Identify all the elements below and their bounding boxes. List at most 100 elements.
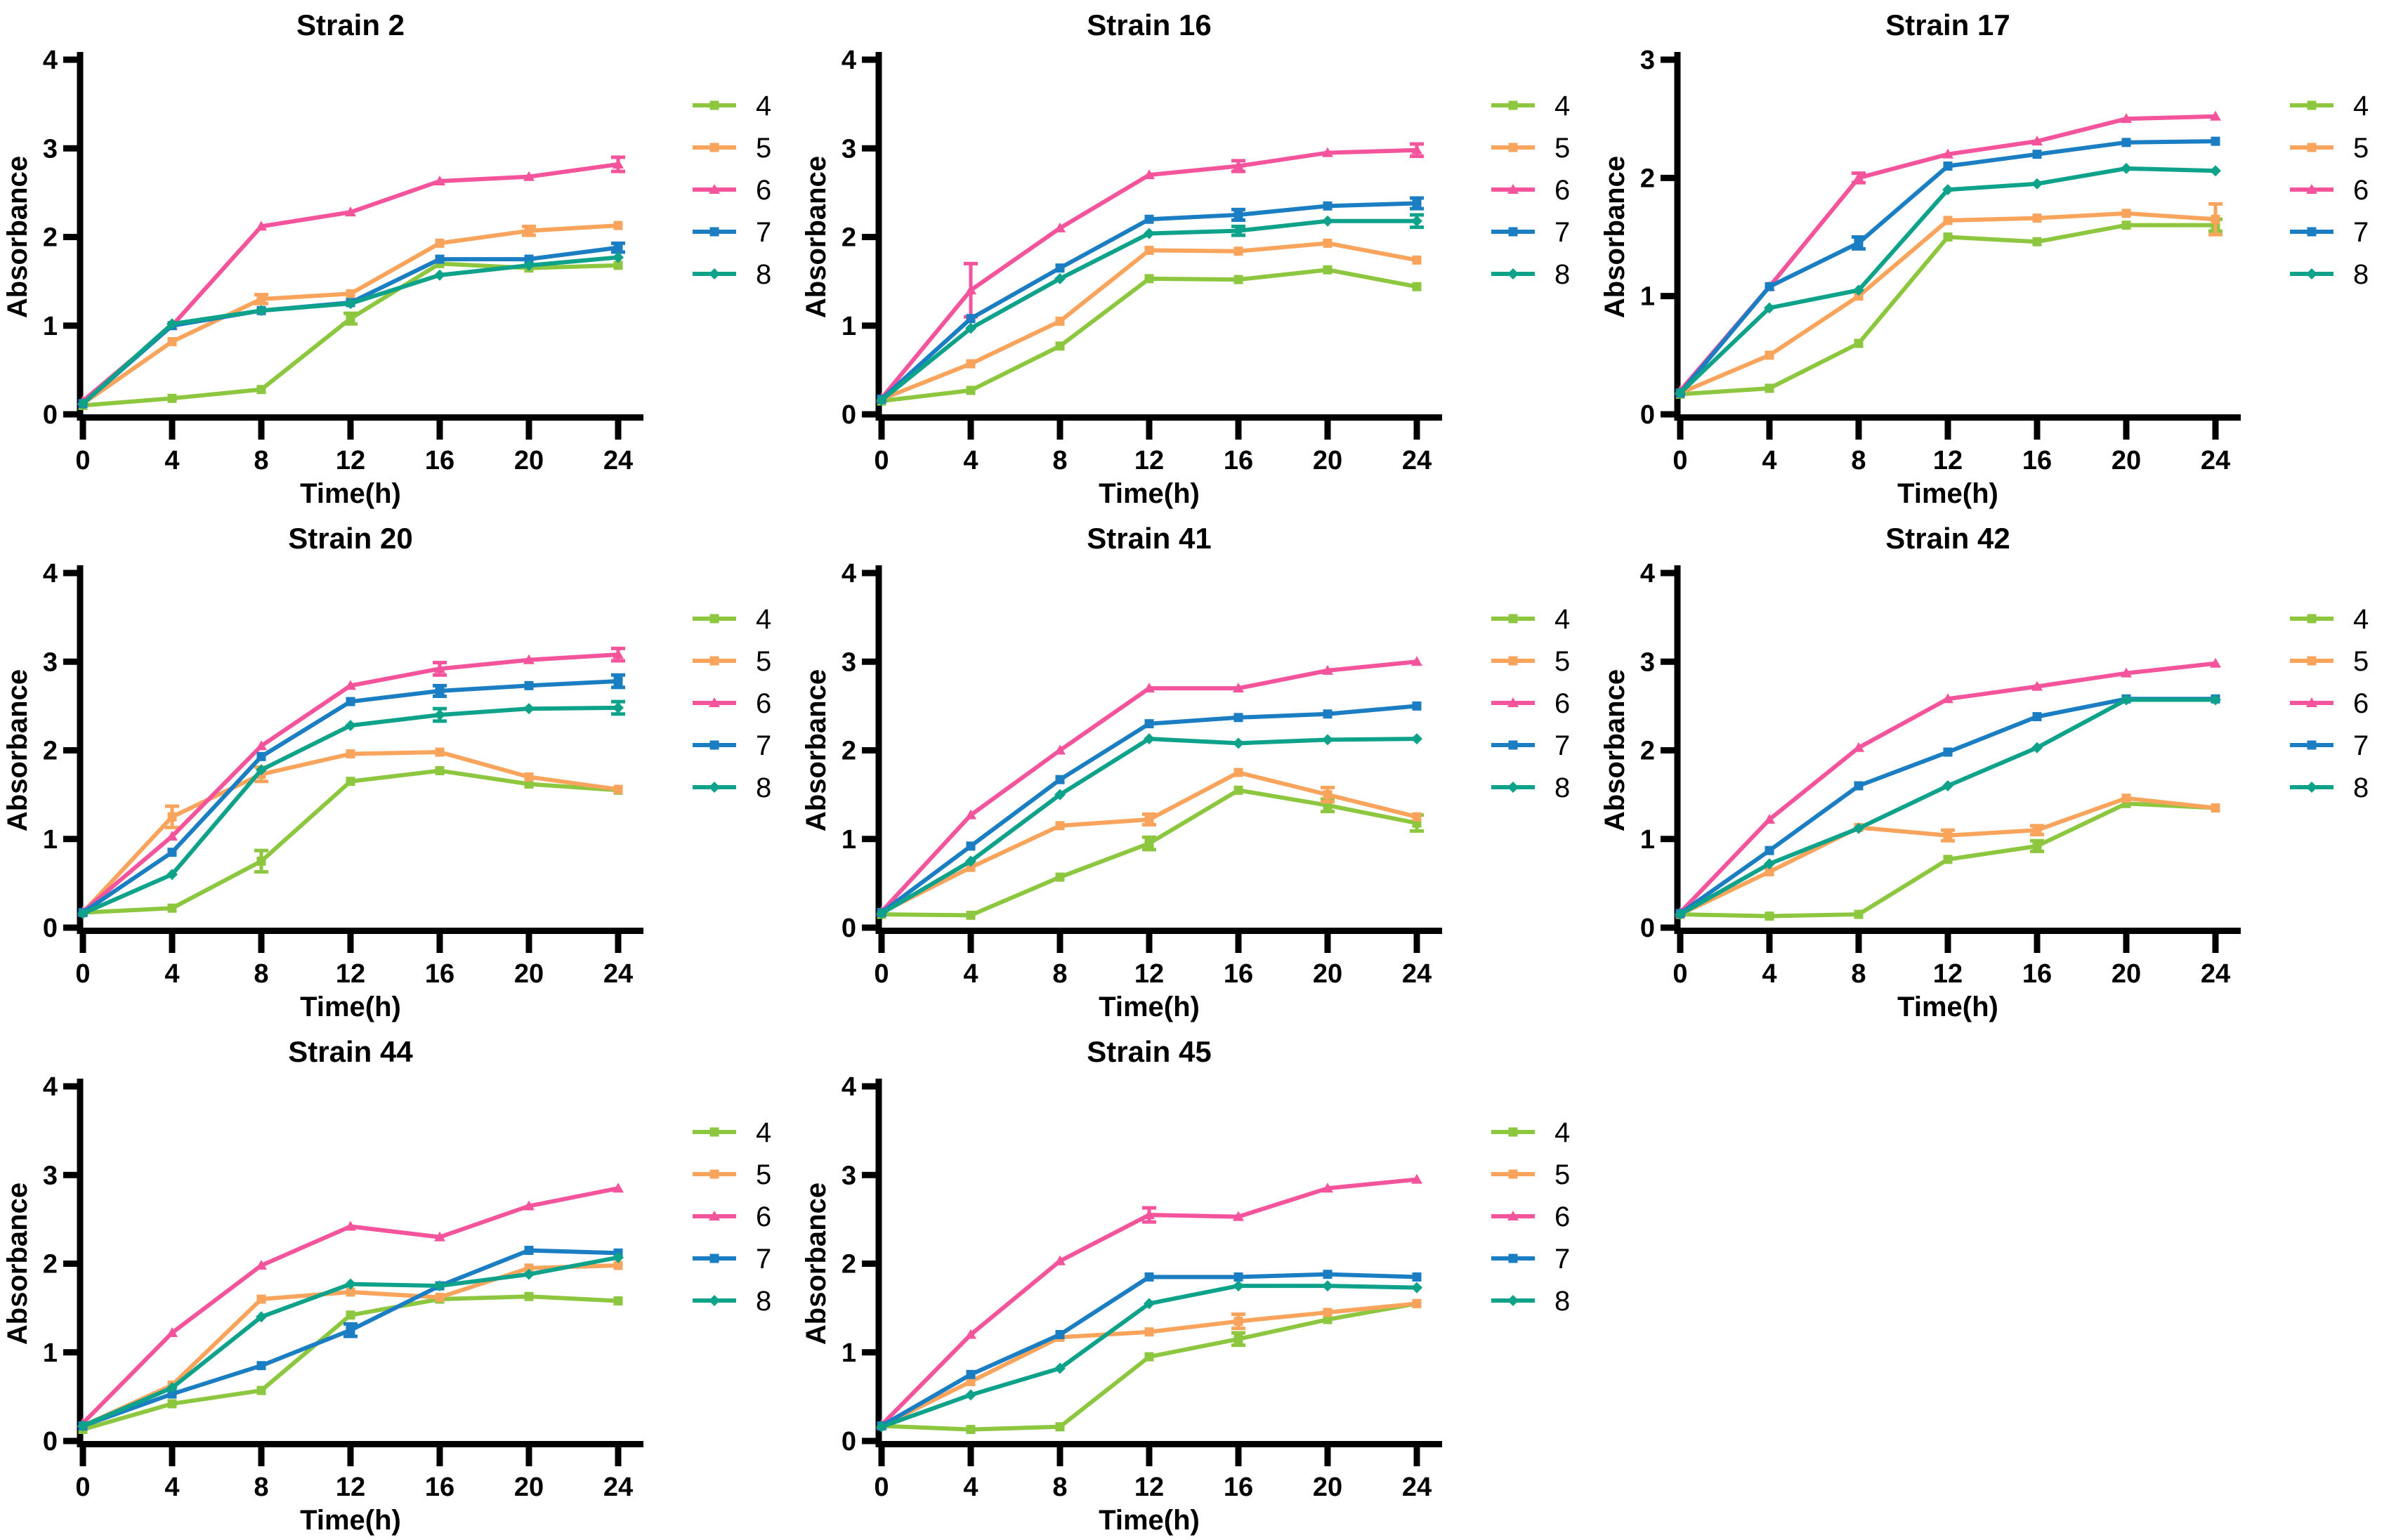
series-line-5 — [879, 1301, 1419, 1428]
legend-item-6: 6 — [2290, 175, 2369, 206]
data-point-marker — [256, 305, 267, 317]
data-point-marker — [523, 1268, 535, 1280]
data-point-marker — [435, 254, 445, 264]
legend-item-5: 5 — [1491, 646, 1570, 677]
data-point-marker — [613, 702, 624, 713]
y-tick-label: 2 — [43, 223, 58, 253]
legend-label: 7 — [2353, 217, 2369, 248]
data-point-marker — [346, 1325, 355, 1335]
data-point-marker — [434, 1280, 445, 1292]
series-6 — [77, 646, 625, 916]
data-point-marker — [256, 764, 267, 776]
y-tick-label: 3 — [842, 134, 856, 164]
x-tick-label: 16 — [425, 959, 454, 989]
legend-marker-icon — [1507, 184, 1519, 194]
legend-label: 4 — [2353, 91, 2369, 121]
data-point-marker — [1144, 214, 1154, 224]
legend-marker-icon — [2307, 100, 2317, 110]
data-point-marker — [256, 1311, 267, 1323]
y-tick-label: 4 — [842, 1072, 856, 1102]
legend-label: 6 — [756, 1202, 771, 1232]
y-tick-label: 1 — [43, 1338, 58, 1368]
series-line-5 — [81, 750, 620, 915]
legend-item-4: 4 — [1491, 1117, 1570, 1148]
data-point-marker — [256, 856, 266, 866]
legend-item-8: 8 — [1491, 259, 1570, 290]
legend-marker-icon — [1508, 227, 1518, 237]
axes — [63, 565, 643, 953]
data-point-marker — [1054, 1362, 1066, 1374]
data-point-marker — [523, 259, 535, 271]
y-tick-label: 3 — [842, 647, 856, 677]
data-point-marker — [1323, 265, 1333, 275]
data-point-marker — [435, 747, 445, 757]
y-tick-label: 3 — [1640, 46, 1655, 75]
data-point-marker — [613, 158, 624, 169]
data-point-marker — [1943, 747, 1953, 757]
axes — [1661, 52, 2241, 440]
series-6 — [1675, 657, 2221, 917]
x-axis-label: Time(h) — [1099, 1505, 1200, 1536]
legend-item-4: 4 — [2290, 604, 2369, 635]
x-tick-label: 4 — [963, 1473, 978, 1502]
legend: 4 5 6 7 8 — [1491, 91, 1570, 290]
y-axis-label: Absorbance — [2, 1183, 33, 1345]
data-point-marker — [966, 910, 976, 920]
series-8 — [77, 699, 625, 919]
data-point-marker — [1144, 245, 1154, 255]
x-tick-label: 4 — [963, 959, 978, 989]
series-7 — [1675, 136, 2220, 398]
data-point-marker — [965, 284, 976, 295]
data-point-marker — [2121, 221, 2131, 230]
x-axis-label: Time(h) — [1099, 992, 1200, 1022]
y-tick-label: 1 — [1640, 282, 1655, 312]
y-tick-label: 0 — [1640, 400, 1655, 430]
legend-marker-icon — [709, 184, 720, 194]
series-6 — [876, 1173, 1422, 1430]
legend-item-6: 6 — [693, 1202, 771, 1232]
y-tick-label: 4 — [43, 46, 58, 75]
x-axis-label: Time(h) — [1099, 478, 1200, 509]
x-tick-label: 16 — [1224, 446, 1253, 475]
data-point-marker — [2032, 841, 2042, 851]
series-5 — [1675, 202, 2222, 398]
legend-marker-icon — [2306, 268, 2317, 279]
data-point-marker — [524, 226, 534, 236]
legend-item-7: 7 — [1491, 1244, 1570, 1275]
legend-label: 8 — [1554, 1286, 1570, 1317]
data-point-marker — [2031, 742, 2043, 753]
x-tick-label: 12 — [1134, 959, 1164, 989]
series-line-7 — [1678, 139, 2218, 395]
data-point-marker — [1322, 734, 1333, 746]
data-point-marker — [1411, 1173, 1422, 1184]
series-line-4 — [1678, 223, 2218, 397]
data-point-marker — [345, 1220, 356, 1231]
legend-marker-icon — [1508, 143, 1518, 152]
data-point-marker — [346, 697, 355, 706]
y-tick-label: 0 — [842, 400, 856, 430]
data-point-marker — [1144, 719, 1154, 729]
series-4 — [1675, 217, 2222, 399]
data-point-marker — [2121, 667, 2132, 678]
legend-item-6: 6 — [693, 175, 771, 206]
series-line-8 — [1678, 697, 2218, 917]
data-point-marker — [1233, 246, 1243, 256]
legend-marker-icon — [709, 740, 719, 750]
data-point-marker — [965, 1329, 976, 1339]
chart-title: Strain 2 — [296, 8, 405, 41]
data-point-marker — [966, 1425, 976, 1435]
x-tick-label: 20 — [1313, 1473, 1342, 1502]
chart-cell-strain-20: Strain 20 0 1 2 3 4 0 4 8 12 16 20 24 Absorbance Time(… — [0, 513, 799, 1027]
data-point-marker — [1412, 1272, 1422, 1282]
data-point-marker — [1054, 222, 1066, 232]
chart-cell-strain-44: Strain 44 0 1 2 3 4 0 4 8 12 16 20 24 Absorbance Time(… — [0, 1027, 799, 1540]
data-point-marker — [167, 903, 177, 913]
series-line-8 — [81, 255, 620, 406]
legend-marker-icon — [1508, 1127, 1518, 1137]
data-point-marker — [1853, 742, 1864, 752]
data-point-marker — [1144, 1327, 1154, 1337]
series-5 — [78, 747, 623, 918]
series-line-5 — [879, 241, 1419, 402]
x-tick-label: 12 — [1933, 959, 1963, 989]
x-tick-label: 0 — [874, 446, 889, 475]
